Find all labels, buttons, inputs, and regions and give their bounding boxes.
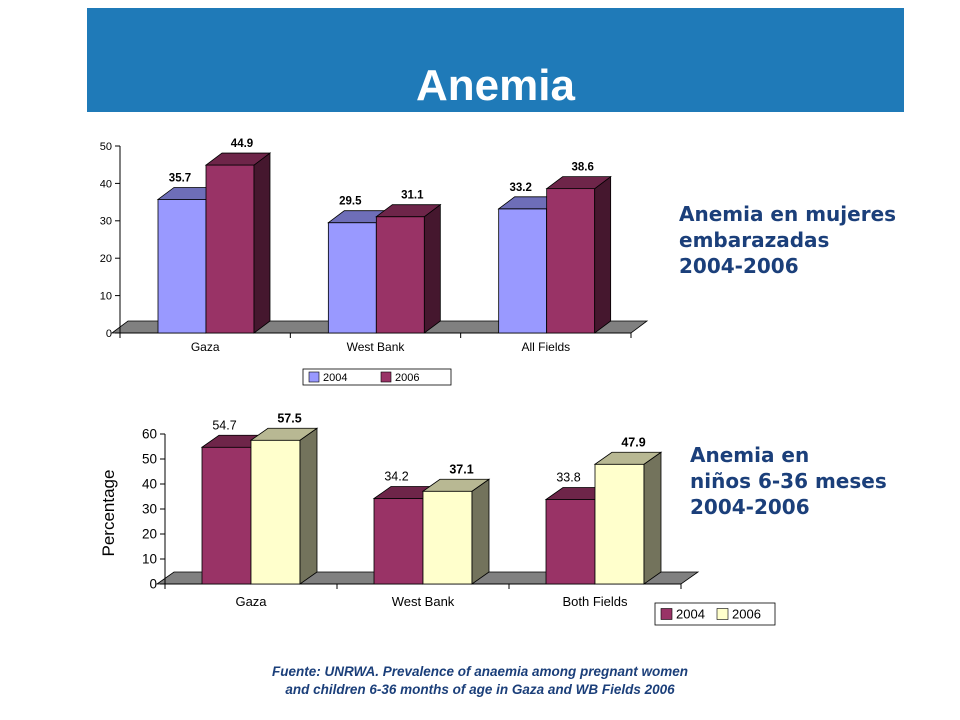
data-label: 33.2: [509, 182, 531, 194]
bar-2006-top: [204, 152, 272, 166]
women-label-line: Anemia en mujeres: [679, 202, 897, 226]
category-label: Gaza: [235, 594, 267, 609]
y-tick-label: 10: [100, 290, 112, 302]
data-label: 33.8: [556, 471, 580, 485]
bar-2006-top: [593, 451, 663, 465]
data-label: 29.5: [339, 196, 362, 208]
women-anemia-label: Anemia en mujeres embarazadas 2004-2006: [679, 201, 896, 279]
title-banner: Anemia: [87, 8, 904, 112]
bar-2006-front: [422, 490, 473, 585]
data-label: 34.2: [384, 470, 408, 484]
data-label: 38.6: [571, 162, 593, 174]
data-label: 44.9: [231, 138, 253, 150]
children-label-line: Anemia en: [690, 443, 810, 467]
women-label-line: 2004-2006: [679, 254, 799, 278]
bar-2006: [249, 427, 319, 585]
y-axis-title: Percentage: [99, 470, 118, 557]
data-label: 54.7: [212, 418, 236, 432]
legend-box: [302, 368, 452, 386]
bar-2004-front: [373, 498, 424, 585]
bar-2004-front: [545, 499, 596, 585]
bar-2006-side: [471, 478, 490, 585]
y-tick-label: 60: [142, 427, 157, 442]
y-tick-label: 0: [106, 328, 112, 340]
source-citation: Fuente: UNRWA. Prevalence of anaemia amo…: [150, 663, 810, 699]
y-tick-label: 40: [100, 178, 112, 190]
source-line: Fuente: UNRWA. Prevalence of anaemia amo…: [271, 664, 689, 679]
bar-2006-top: [249, 427, 319, 441]
y-tick-label: 0: [149, 577, 157, 592]
y-tick-label: 30: [142, 502, 157, 517]
data-label: 47.9: [621, 435, 645, 449]
legend-swatch: [716, 608, 729, 620]
legend-box: [654, 602, 776, 626]
legend-swatch: [380, 371, 392, 383]
category-label: Both Fields: [562, 594, 628, 609]
source-line: and children 6-36 months of age in Gaza …: [285, 682, 675, 697]
y-tick-label: 50: [100, 141, 112, 153]
y-tick-label: 40: [142, 477, 157, 492]
children-anemia-label: Anemia en niños 6-36 meses 2004-2006: [690, 442, 887, 520]
category-label: West Bank: [392, 594, 455, 609]
bar-2006-front: [250, 439, 301, 585]
bar-2006: [204, 152, 272, 334]
bar-2006: [375, 203, 442, 334]
bar-2004-front: [327, 222, 377, 334]
legend-label: 2004: [676, 607, 705, 622]
legend-swatch: [308, 371, 320, 383]
slide-title: Anemia: [416, 61, 575, 110]
bar-2006: [593, 451, 663, 585]
y-tick-label: 30: [100, 216, 112, 228]
bar-2006-top: [375, 204, 442, 218]
y-tick-label: 20: [142, 527, 157, 542]
legend-label: 2006: [732, 607, 761, 622]
women-label-line: embarazadas: [679, 228, 830, 252]
bar-2006-top: [421, 478, 491, 492]
y-tick-label: 10: [142, 552, 157, 567]
y-tick-label: 20: [100, 253, 112, 265]
bar-2006: [545, 175, 612, 334]
category-label: West Bank: [347, 340, 406, 354]
category-label: All Fields: [521, 340, 570, 354]
legend-swatch: [660, 608, 673, 620]
legend-label: 2004: [323, 372, 347, 384]
bar-2004-front: [157, 199, 207, 334]
bar-2006: [421, 478, 491, 585]
bar-2006-side: [299, 427, 318, 585]
category-label: Gaza: [191, 340, 220, 354]
children-label-line: niños 6-36 meses: [690, 469, 887, 493]
data-label: 57.5: [277, 411, 301, 425]
bar-2006-front: [205, 164, 255, 334]
data-label: 37.1: [449, 462, 473, 476]
bar-2006-side: [643, 451, 662, 585]
bar-2006-top: [545, 176, 612, 190]
bar-2004-front: [201, 446, 252, 585]
children-label-line: 2004-2006: [690, 495, 810, 519]
legend-label: 2006: [395, 372, 419, 384]
data-label: 31.1: [401, 190, 424, 202]
y-tick-label: 50: [142, 452, 157, 467]
bar-2006-front: [594, 463, 645, 585]
data-label: 35.7: [169, 172, 191, 184]
